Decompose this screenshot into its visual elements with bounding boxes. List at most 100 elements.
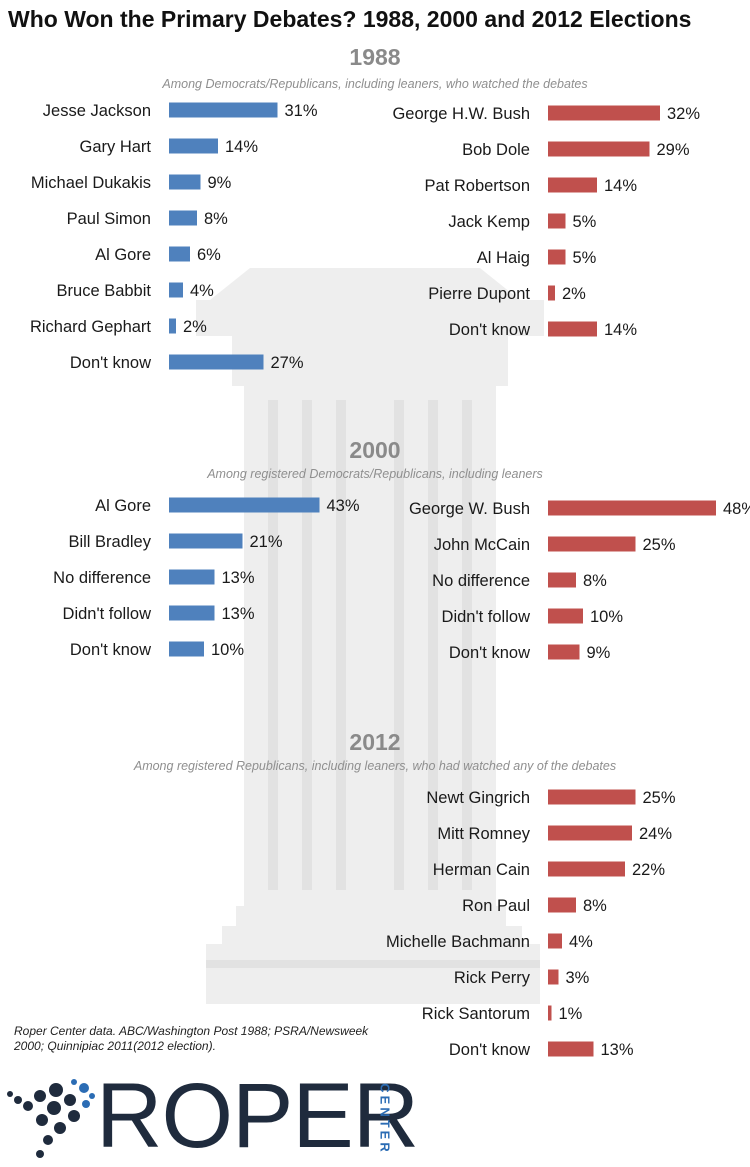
- value-label-1988-democrat-bruce-babbit: 4%: [190, 282, 214, 300]
- value-label-1988-republican-george-h-w-bush: 32%: [667, 105, 700, 123]
- value-label-2012-republican-ron-paul: 8%: [583, 897, 607, 915]
- chart-title: Who Won the Primary Debates? 1988, 2000 …: [8, 6, 692, 32]
- bar-1988-republican-george-h-w-bush: [548, 105, 660, 121]
- category-label-2012-republican-newt-gingrich: Newt Gingrich: [426, 789, 530, 807]
- bar-2000-democrat-al-gore: [169, 497, 320, 513]
- category-label-1988-republican-jack-kemp: Jack Kemp: [448, 213, 530, 231]
- category-label-2000-republican-don-t-know: Don't know: [449, 644, 530, 662]
- bar-1988-democrat-paul-simon: [169, 210, 197, 226]
- bar-2000-republican-don-t-know: [548, 644, 580, 660]
- logo-center-label: CENTER: [377, 1083, 393, 1155]
- category-label-1988-democrat-don-t-know: Don't know: [70, 354, 151, 372]
- footnote-line-1: Roper Center data. ABC/Washington Post 1…: [14, 1024, 369, 1038]
- bar-2012-republican-mitt-romney: [548, 825, 632, 841]
- value-label-1988-republican-pierre-dupont: 2%: [562, 285, 586, 303]
- logo-dots-icon: [7, 1079, 95, 1158]
- subtitle-2000: Among registered Democrats/Republicans, …: [207, 467, 543, 481]
- bar-1988-democrat-don-t-know: [169, 354, 264, 370]
- value-label-2012-republican-michelle-bachmann: 4%: [569, 933, 593, 951]
- category-label-1988-democrat-paul-simon: Paul Simon: [67, 210, 151, 228]
- value-label-2000-democrat-al-gore: 43%: [327, 497, 360, 515]
- category-label-2012-republican-michelle-bachmann: Michelle Bachmann: [386, 933, 530, 951]
- value-label-2000-republican-george-w-bush: 48%: [723, 500, 750, 518]
- category-label-2000-democrat-al-gore: Al Gore: [95, 497, 151, 515]
- bar-2012-republican-don-t-know: [548, 1041, 594, 1057]
- value-label-2012-republican-mitt-romney: 24%: [639, 825, 672, 843]
- category-label-1988-republican-george-h-w-bush: George H.W. Bush: [392, 105, 530, 123]
- value-label-2012-republican-don-t-know: 13%: [601, 1041, 634, 1059]
- bar-1988-republican-al-haig: [548, 249, 566, 265]
- value-label-2012-republican-rick-perry: 3%: [566, 969, 590, 987]
- category-label-2000-republican-george-w-bush: George W. Bush: [409, 500, 530, 518]
- year-heading-1988: 1988: [349, 44, 401, 70]
- category-label-1988-republican-don-t-know: Don't know: [449, 321, 530, 339]
- value-label-1988-republican-al-haig: 5%: [573, 249, 597, 267]
- category-label-2012-republican-mitt-romney: Mitt Romney: [437, 825, 530, 843]
- value-label-1988-democrat-paul-simon: 8%: [204, 210, 228, 228]
- bar-2000-republican-didn-t-follow: [548, 608, 583, 624]
- bar-2000-democrat-bill-bradley: [169, 533, 243, 549]
- bar-2012-republican-michelle-bachmann: [548, 933, 562, 949]
- category-label-1988-democrat-michael-dukakis: Michael Dukakis: [31, 174, 151, 192]
- category-label-1988-democrat-jesse-jackson: Jesse Jackson: [43, 102, 151, 120]
- category-label-2000-republican-no-difference: No difference: [432, 572, 530, 590]
- value-label-2000-republican-john-mccain: 25%: [643, 536, 676, 554]
- footnote-line-2: 2000; Quinnipiac 2011(2012 election).: [14, 1039, 216, 1053]
- bar-2012-republican-rick-santorum: [548, 1005, 552, 1021]
- bar-1988-republican-pierre-dupont: [548, 285, 555, 301]
- bar-1988-democrat-michael-dukakis: [169, 174, 201, 190]
- bar-2000-democrat-no-difference: [169, 569, 215, 585]
- bar-1988-democrat-bruce-babbit: [169, 282, 183, 298]
- category-label-1988-democrat-richard-gephart: Richard Gephart: [30, 318, 151, 336]
- category-label-1988-republican-bob-dole: Bob Dole: [462, 141, 530, 159]
- value-label-1988-democrat-jesse-jackson: 31%: [285, 102, 318, 120]
- subtitle-1988: Among Democrats/Republicans, including l…: [162, 77, 588, 91]
- bar-2000-democrat-don-t-know: [169, 641, 204, 657]
- category-label-1988-democrat-gary-hart: Gary Hart: [79, 138, 151, 156]
- category-label-2012-republican-herman-cain: Herman Cain: [433, 861, 530, 879]
- value-label-1988-democrat-gary-hart: 14%: [225, 138, 258, 156]
- value-label-2000-republican-didn-t-follow: 10%: [590, 608, 623, 626]
- value-label-2012-republican-rick-santorum: 1%: [559, 1005, 583, 1023]
- value-label-2000-democrat-didn-t-follow: 13%: [222, 605, 255, 623]
- bar-2012-republican-newt-gingrich: [548, 789, 636, 805]
- bar-1988-republican-bob-dole: [548, 141, 650, 157]
- category-label-2000-democrat-don-t-know: Don't know: [70, 641, 151, 659]
- logo-wordmark: ROPER: [96, 1065, 419, 1167]
- value-label-1988-republican-jack-kemp: 5%: [573, 213, 597, 231]
- value-label-1988-democrat-michael-dukakis: 9%: [208, 174, 232, 192]
- value-label-2012-republican-newt-gingrich: 25%: [643, 789, 676, 807]
- bar-1988-democrat-richard-gephart: [169, 318, 176, 334]
- value-label-2012-republican-herman-cain: 22%: [632, 861, 665, 879]
- value-label-1988-democrat-richard-gephart: 2%: [183, 318, 207, 336]
- value-label-2000-democrat-no-difference: 13%: [222, 569, 255, 587]
- bar-2000-democrat-didn-t-follow: [169, 605, 215, 621]
- category-label-2012-republican-ron-paul: Ron Paul: [462, 897, 530, 915]
- source-footnote: Roper Center data. ABC/Washington Post 1…: [14, 1024, 394, 1054]
- value-label-1988-democrat-don-t-know: 27%: [271, 354, 304, 372]
- subtitle-2012: Among registered Republicans, including …: [133, 759, 617, 773]
- value-label-2000-democrat-don-t-know: 10%: [211, 641, 244, 659]
- bar-2012-republican-rick-perry: [548, 969, 559, 985]
- value-label-1988-republican-bob-dole: 29%: [657, 141, 690, 159]
- value-label-2000-democrat-bill-bradley: 21%: [250, 533, 283, 551]
- category-label-2000-democrat-bill-bradley: Bill Bradley: [68, 533, 151, 551]
- category-label-1988-democrat-al-gore: Al Gore: [95, 246, 151, 264]
- value-label-1988-democrat-al-gore: 6%: [197, 246, 221, 264]
- category-label-2000-democrat-didn-t-follow: Didn't follow: [63, 605, 152, 623]
- value-label-2000-republican-don-t-know: 9%: [587, 644, 611, 662]
- year-heading-2012: 2012: [349, 729, 401, 755]
- bar-2012-republican-ron-paul: [548, 897, 576, 913]
- category-label-1988-republican-pat-robertson: Pat Robertson: [425, 177, 530, 195]
- category-label-2012-republican-rick-perry: Rick Perry: [454, 969, 531, 987]
- category-label-2012-republican-rick-santorum: Rick Santorum: [422, 1005, 530, 1023]
- category-label-2012-republican-don-t-know: Don't know: [449, 1041, 530, 1059]
- category-label-2000-democrat-no-difference: No difference: [53, 569, 151, 587]
- value-label-1988-republican-pat-robertson: 14%: [604, 177, 637, 195]
- bar-1988-republican-don-t-know: [548, 321, 597, 337]
- bar-2000-republican-george-w-bush: [548, 500, 716, 516]
- bar-1988-republican-jack-kemp: [548, 213, 566, 229]
- category-label-1988-republican-pierre-dupont: Pierre Dupont: [428, 285, 530, 303]
